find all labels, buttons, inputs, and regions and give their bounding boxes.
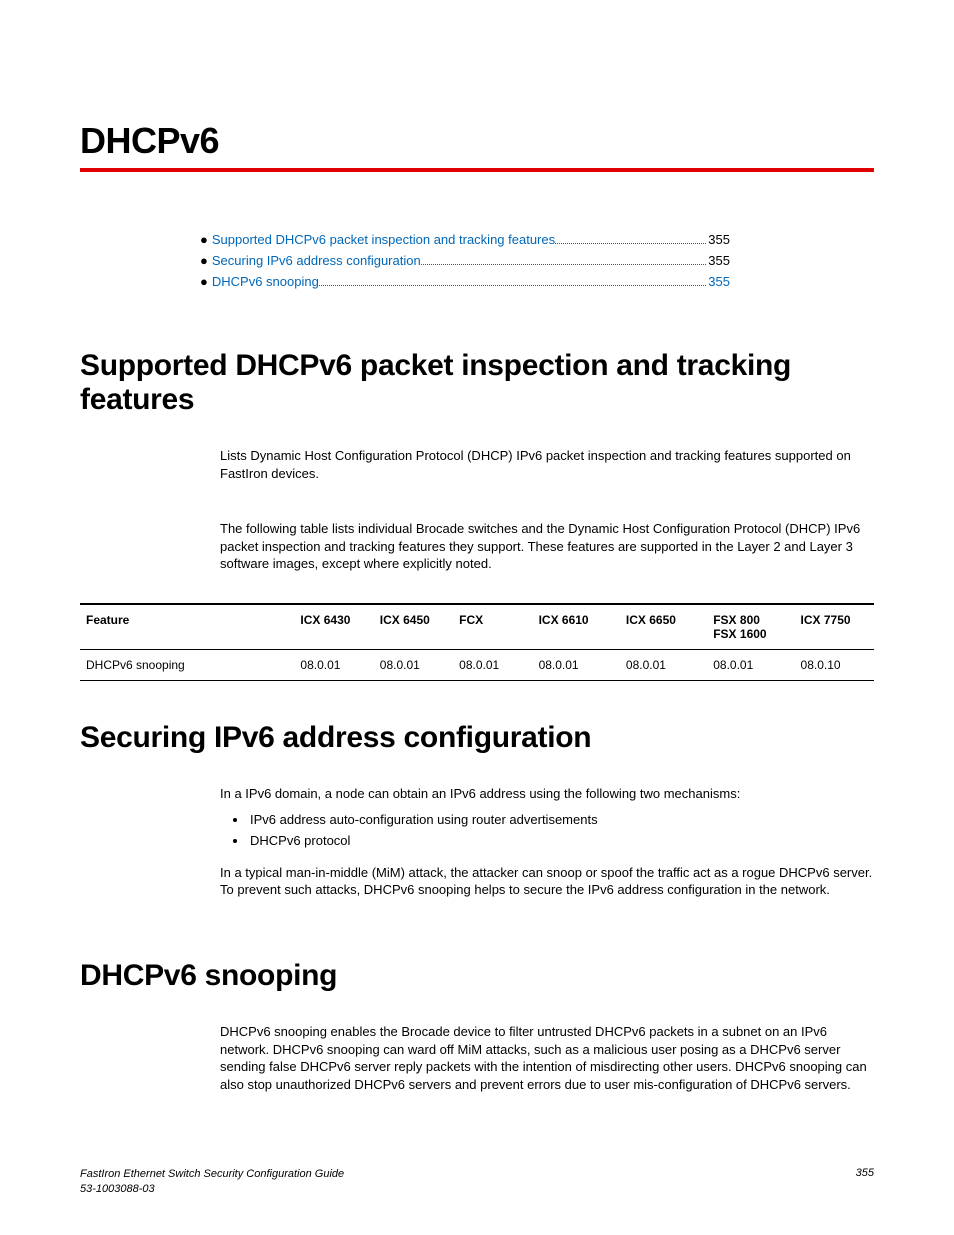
- cell-feature: DHCPv6 snooping: [80, 649, 294, 680]
- col-header: ICX 6610: [533, 604, 620, 650]
- toc-row: ● Securing IPv6 address configuration 35…: [200, 253, 730, 268]
- table-of-contents: ● Supported DHCPv6 packet inspection and…: [200, 232, 730, 289]
- bullet-list: IPv6 address auto-configuration using ro…: [238, 810, 874, 852]
- col-header: ICX 6430: [294, 604, 373, 650]
- paragraph: DHCPv6 snooping enables the Brocade devi…: [220, 1023, 874, 1093]
- page: DHCPv6 ● Supported DHCPv6 packet inspect…: [0, 0, 954, 1235]
- footer-left: FastIron Ethernet Switch Security Config…: [80, 1167, 344, 1197]
- toc-leader: [421, 264, 707, 265]
- footer-doc-number: 53-1003088-03: [80, 1182, 344, 1197]
- col-header-line1: FSX 800: [713, 613, 760, 627]
- cell-value: 08.0.01: [533, 649, 620, 680]
- cell-value: 08.0.01: [294, 649, 373, 680]
- table-header-row: Feature ICX 6430 ICX 6450 FCX ICX 6610 I…: [80, 604, 874, 650]
- page-footer: FastIron Ethernet Switch Security Config…: [80, 1167, 874, 1197]
- table-row: DHCPv6 snooping 08.0.01 08.0.01 08.0.01 …: [80, 649, 874, 680]
- paragraph: Lists Dynamic Host Configuration Protoco…: [220, 447, 874, 482]
- bullet-icon: ●: [200, 232, 208, 247]
- col-header: FSX 800FSX 1600: [707, 604, 794, 650]
- toc-row: ● DHCPv6 snooping 355: [200, 274, 730, 289]
- chapter-header: DHCPv6: [80, 120, 874, 172]
- chapter-rule: [80, 168, 874, 172]
- bullet-icon: ●: [200, 253, 208, 268]
- toc-link[interactable]: DHCPv6 snooping: [212, 274, 319, 289]
- footer-page-number: 355: [856, 1167, 874, 1197]
- footer-doc-title: FastIron Ethernet Switch Security Config…: [80, 1167, 344, 1182]
- section-heading-snooping: DHCPv6 snooping: [80, 959, 874, 993]
- section-body: DHCPv6 snooping enables the Brocade devi…: [220, 1023, 874, 1093]
- col-header: ICX 6450: [374, 604, 453, 650]
- toc-page-number[interactable]: 355: [708, 253, 730, 268]
- toc-link[interactable]: Supported DHCPv6 packet inspection and t…: [212, 232, 555, 247]
- chapter-title: DHCPv6: [80, 120, 874, 162]
- col-header: FCX: [453, 604, 532, 650]
- col-header: ICX 6650: [620, 604, 707, 650]
- cell-value: 08.0.10: [795, 649, 874, 680]
- toc-leader: [319, 285, 706, 286]
- list-item: DHCPv6 protocol: [248, 831, 874, 852]
- list-item: IPv6 address auto-configuration using ro…: [248, 810, 874, 831]
- toc-page-number[interactable]: 355: [708, 232, 730, 247]
- section-heading-supported: Supported DHCPv6 packet inspection and t…: [80, 349, 874, 417]
- toc-link[interactable]: Securing IPv6 address configuration: [212, 253, 421, 268]
- bullet-icon: ●: [200, 274, 208, 289]
- feature-support-table: Feature ICX 6430 ICX 6450 FCX ICX 6610 I…: [80, 603, 874, 681]
- cell-value: 08.0.01: [707, 649, 794, 680]
- cell-value: 08.0.01: [453, 649, 532, 680]
- paragraph: The following table lists individual Bro…: [220, 520, 874, 573]
- section-body: In a IPv6 domain, a node can obtain an I…: [220, 785, 874, 899]
- paragraph: In a typical man-in-middle (MiM) attack,…: [220, 864, 874, 899]
- toc-row: ● Supported DHCPv6 packet inspection and…: [200, 232, 730, 247]
- section-body: Lists Dynamic Host Configuration Protoco…: [220, 447, 874, 573]
- col-header: ICX 7750: [795, 604, 874, 650]
- toc-page-number[interactable]: 355: [708, 274, 730, 289]
- col-header: Feature: [80, 604, 294, 650]
- col-header-line2: FSX 1600: [713, 627, 766, 641]
- paragraph: In a IPv6 domain, a node can obtain an I…: [220, 785, 874, 803]
- toc-leader: [555, 243, 706, 244]
- section-heading-securing: Securing IPv6 address configuration: [80, 721, 874, 755]
- cell-value: 08.0.01: [374, 649, 453, 680]
- cell-value: 08.0.01: [620, 649, 707, 680]
